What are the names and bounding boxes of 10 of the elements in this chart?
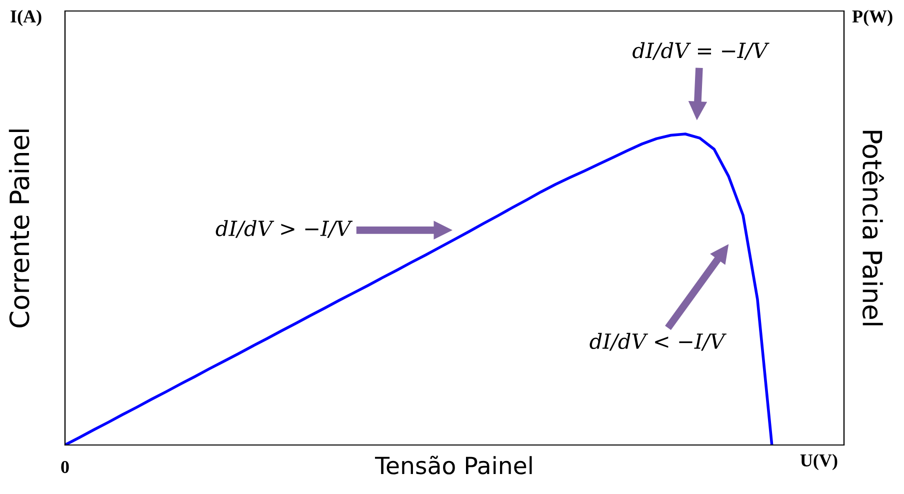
- text: 0: [61, 460, 69, 474]
- text: I(A): [10, 10, 42, 26]
- y2-axis-title: Potência Painel: [862, 130, 884, 326]
- x-axis-title: Tensão Painel: [374, 456, 532, 474]
- annotation: dI/dV > −I/V: [216, 220, 353, 238]
- text: U(V): [800, 454, 838, 470]
- y-axis-title: Corrente Painel: [8, 130, 30, 328]
- text: P(W): [852, 10, 892, 26]
- text: dI/dV = −I/V: [632, 42, 770, 60]
- annotation: dI/dV < −I/V: [590, 332, 727, 351]
